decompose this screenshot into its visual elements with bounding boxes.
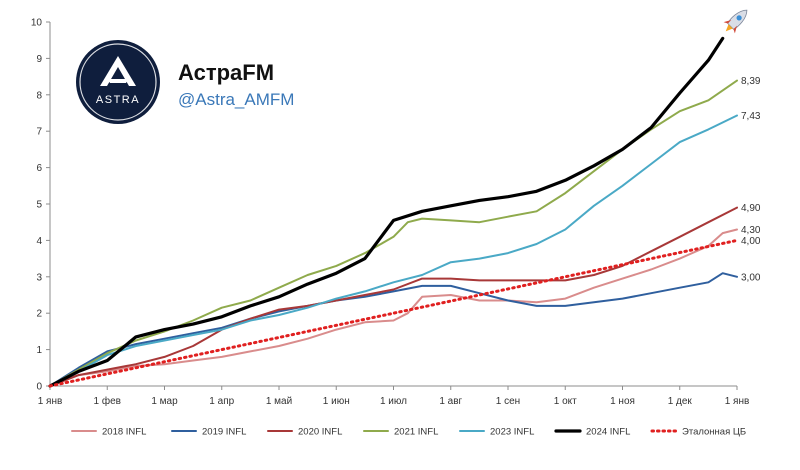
series-line-0 — [49, 228, 738, 387]
y-tick-label: 4 — [36, 236, 42, 247]
x-tick-label: 1 июл — [380, 396, 407, 407]
brand-name: АстраFM — [178, 60, 274, 85]
legend-label: 2024 INFL — [586, 427, 630, 438]
y-tick-label: 2 — [36, 309, 42, 320]
series-line-1 — [49, 272, 738, 387]
series-line-4 — [49, 114, 738, 387]
x-tick-label: 1 фев — [94, 395, 121, 407]
logo-triangle-icon — [100, 56, 136, 86]
y-tick-label: 8 — [36, 90, 42, 101]
end-value-label: 4,90 — [741, 203, 761, 214]
y-tick-label: 10 — [31, 18, 43, 29]
rocket-icon — [723, 9, 748, 34]
end-value-label: 3,00 — [741, 272, 761, 283]
chart-legend: 2018 INFL 2019 INFL 2020 INFL 2021 INFL 2023… — [71, 427, 746, 438]
end-value-label: 4,30 — [741, 225, 761, 236]
x-tick-label: 1 сен — [496, 396, 520, 407]
x-tick-label: 1 дек — [668, 396, 693, 407]
x-tick-label: 1 янв — [38, 396, 63, 407]
legend-label: Эталонная ЦБ — [682, 427, 746, 438]
x-tick-label: 1 мар — [151, 396, 178, 407]
y-tick-label: 3 — [36, 272, 42, 283]
legend-label: 2018 INFL — [102, 427, 146, 438]
series-line-6 — [48, 238, 739, 388]
series-line-5 — [48, 36, 725, 388]
chart-series — [48, 36, 739, 388]
y-axis-tick-labels: 0 1 2 3 4 5 6 7 8 9 10 — [31, 18, 50, 393]
logo-text: ASTRA — [96, 94, 140, 106]
end-value-labels: 8,39 7,43 4,90 4,304,00 3,00 — [741, 76, 761, 283]
y-tick-label: 5 — [36, 200, 42, 211]
y-tick-label: 0 — [36, 382, 42, 393]
y-tick-label: 7 — [36, 127, 42, 138]
end-value-label: 8,39 — [741, 76, 761, 87]
legend-label: 2019 INFL — [202, 427, 246, 438]
brand-card: ASTRA АстраFM @Astra_AMFM — [60, 38, 300, 126]
astra-triangle-logo: ASTRA — [76, 40, 160, 124]
logo-ring — [79, 43, 157, 121]
end-value-label: 4,00 — [741, 236, 761, 247]
legend-label: 2020 INFL — [298, 427, 342, 438]
logo-bar-icon — [108, 79, 128, 83]
y-tick-label: 6 — [36, 163, 42, 174]
legend-label: 2023 INFL — [490, 427, 534, 438]
y-tick-label: 9 — [36, 54, 42, 65]
x-tick-label: 1 июн — [323, 396, 350, 407]
x-tick-label: 1 окт — [554, 396, 577, 407]
y-tick-label: 1 — [36, 345, 42, 356]
x-tick-label: 1 ноя — [610, 396, 635, 407]
x-axis-tick-labels: 1 янв 1 фев 1 мар 1 апр 1 май 1 июн 1 июл 1 авг… — [38, 386, 750, 407]
brand-handle: @Astra_AMFM — [178, 90, 294, 109]
x-tick-label: 1 апр — [209, 396, 234, 407]
x-tick-label: 1 май — [266, 396, 292, 407]
x-tick-label: 1 янв — [725, 396, 750, 407]
x-tick-label: 1 авг — [439, 396, 462, 407]
legend-label: 2021 INFL — [394, 427, 438, 438]
end-value-label: 7,43 — [741, 111, 761, 122]
